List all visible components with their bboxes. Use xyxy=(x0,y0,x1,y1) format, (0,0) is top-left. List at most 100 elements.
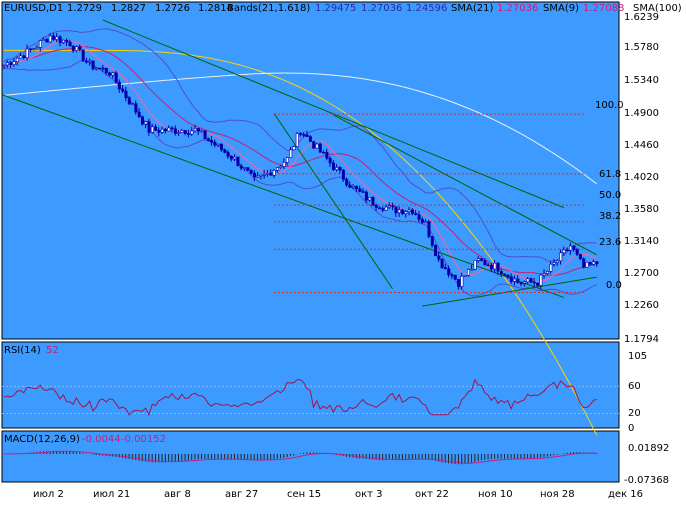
macd-tick: -0.07368 xyxy=(624,475,669,486)
candle-body xyxy=(45,39,49,43)
price-tick: 1.4020 xyxy=(624,172,659,183)
candle-body xyxy=(35,47,39,50)
candle-body xyxy=(509,276,513,282)
candle-body xyxy=(378,207,382,210)
candle-body xyxy=(516,278,520,283)
candle-body xyxy=(239,165,243,169)
candle-body xyxy=(52,35,56,40)
candle-body xyxy=(322,151,326,154)
fib-label: 50.0 xyxy=(599,190,621,201)
candle-body xyxy=(526,278,530,283)
fib-diagonal-line xyxy=(273,113,393,290)
candle-body xyxy=(12,61,16,65)
price-plot-layer xyxy=(1,19,599,436)
candle-body xyxy=(216,143,220,146)
candle-body xyxy=(552,262,556,265)
candle-body xyxy=(434,245,438,257)
candle-body xyxy=(364,191,368,201)
macd-panel[interactable] xyxy=(1,430,620,483)
candle-body xyxy=(486,264,490,267)
support-line xyxy=(422,276,597,307)
candle-body xyxy=(9,62,13,65)
candle-body xyxy=(2,64,6,67)
candle-body xyxy=(193,128,197,132)
candle-body xyxy=(305,134,309,137)
candle-body xyxy=(351,186,355,188)
candle-body xyxy=(114,72,118,83)
candle-body xyxy=(167,127,171,132)
rsi-panel[interactable] xyxy=(1,341,620,429)
candle-body xyxy=(282,162,286,167)
candle-body xyxy=(150,126,154,133)
candle-body xyxy=(233,156,237,160)
candle-body xyxy=(68,41,72,47)
candle-body xyxy=(200,130,204,133)
rsi-label: RSI(14) xyxy=(4,345,41,356)
candle-body xyxy=(331,162,335,170)
candle-body xyxy=(269,172,273,176)
channel-upper-line xyxy=(102,19,564,209)
candle-body xyxy=(65,39,69,43)
candle-body xyxy=(374,205,378,208)
candle-body xyxy=(246,167,250,171)
candle-body xyxy=(549,263,553,272)
candle-body xyxy=(427,221,431,237)
time-tick: ноя 28 xyxy=(540,489,575,500)
time-tick: авг 27 xyxy=(225,489,258,500)
candle-body xyxy=(292,146,296,151)
channel-lower-line xyxy=(1,94,564,298)
candle-body xyxy=(424,221,428,224)
sma100-label: SMA(100) xyxy=(633,3,682,14)
time-tick: июл 2 xyxy=(33,489,64,500)
candle-body xyxy=(88,60,92,63)
candle-body xyxy=(22,55,26,58)
candle-body xyxy=(503,273,507,276)
candle-body xyxy=(177,132,181,134)
candle-body xyxy=(506,274,510,277)
candle-body xyxy=(253,172,257,178)
candle-body xyxy=(308,136,312,142)
candle-body xyxy=(569,245,573,251)
time-tick: авг 8 xyxy=(164,489,191,500)
price-panel[interactable] xyxy=(1,1,620,340)
candle-body xyxy=(437,255,441,260)
candle-body xyxy=(328,158,332,164)
bands-middle-value: 1.27036 xyxy=(361,3,402,14)
candle-body xyxy=(55,36,59,40)
macd-signal-line xyxy=(4,450,597,464)
candle-body xyxy=(513,278,517,282)
candle-body xyxy=(578,254,582,259)
candle-body xyxy=(480,258,484,261)
candle-body xyxy=(391,205,395,208)
bands-lower-value: 1.24596 xyxy=(406,3,447,14)
macd-signal-value: -0.00152 xyxy=(121,434,166,445)
candle-body xyxy=(420,219,424,223)
candle-body xyxy=(71,45,75,51)
ohlc-low: 1.2726 xyxy=(155,3,190,14)
candle-body xyxy=(401,209,405,214)
rsi-tick: 105 xyxy=(628,351,647,362)
candle-body xyxy=(348,184,352,188)
candle-body xyxy=(529,278,533,283)
candle-body xyxy=(443,267,447,270)
candle-body xyxy=(28,48,32,51)
sma21-label: SMA(21) xyxy=(451,3,493,14)
macd-value: -0.0044 xyxy=(82,434,121,445)
fib-label: 100.0 xyxy=(595,100,624,111)
macd-label: MACD(12,26,9) xyxy=(4,434,80,445)
candle-body xyxy=(476,258,480,261)
candle-body xyxy=(493,262,497,270)
candle-body xyxy=(387,205,391,208)
candle-body xyxy=(190,130,194,135)
time-tick: сен 15 xyxy=(287,489,321,500)
ohlc-high: 1.2827 xyxy=(111,3,146,14)
candle-body xyxy=(121,88,125,92)
candle-body xyxy=(496,262,500,272)
candle-body xyxy=(572,245,576,250)
candle-body xyxy=(371,197,375,206)
price-tick: 1.6239 xyxy=(624,12,659,23)
candle-body xyxy=(101,67,105,70)
candle-body xyxy=(463,275,467,277)
